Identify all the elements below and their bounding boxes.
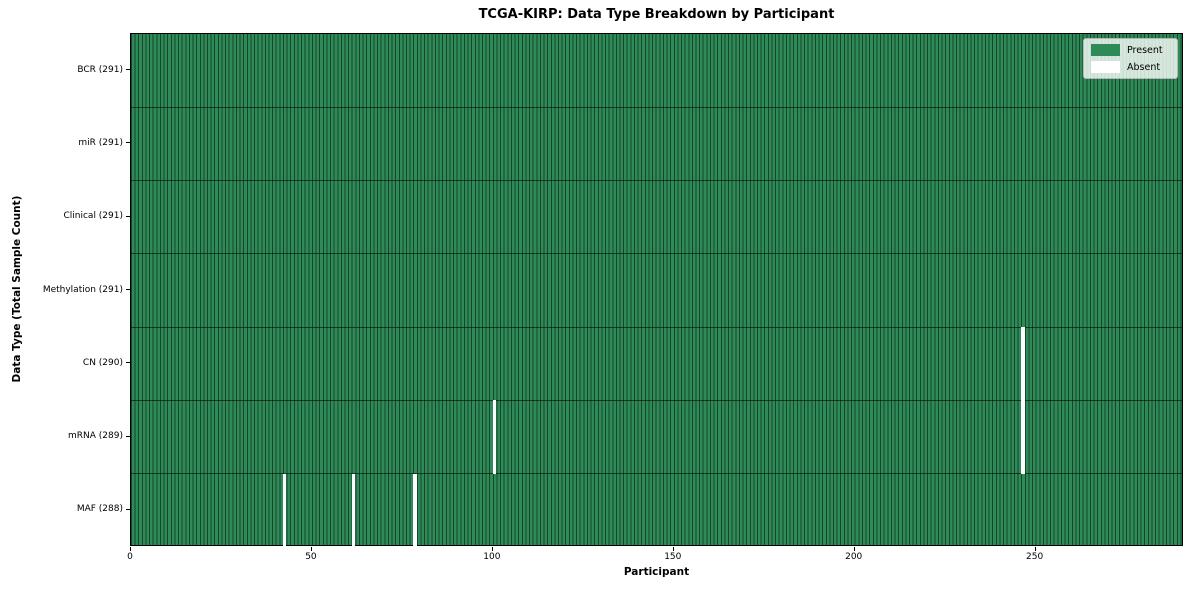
- present-swatch-icon: [1091, 44, 1120, 56]
- y-axis-tick: [126, 362, 130, 364]
- x-axis-tick: [130, 547, 131, 551]
- y-tick-label-miR: miR (291): [78, 137, 123, 148]
- y-tick-label-Clinical: Clinical (291): [63, 211, 123, 222]
- x-axis-tick: [310, 547, 312, 551]
- absent-bar-MAF-61: [351, 473, 356, 547]
- row-separator: [131, 399, 1182, 401]
- plot-area: [130, 33, 1183, 547]
- x-tick-label-150: 150: [664, 552, 682, 562]
- x-tick-label-0: 0: [127, 552, 133, 562]
- legend-entry-absent: Absent: [1091, 61, 1169, 73]
- x-axis-label: Participant: [623, 566, 690, 578]
- absent-bar-mRNA-100: [493, 400, 497, 474]
- y-tick-label-MAF: MAF (288): [76, 504, 123, 515]
- row-separator: [131, 106, 1182, 108]
- x-tick-label-250: 250: [1026, 552, 1044, 562]
- y-tick-label-mRNA: mRNA (289): [68, 431, 123, 442]
- y-axis-tick: [126, 142, 130, 144]
- y-axis-tick: [126, 289, 130, 290]
- x-axis-tick: [1034, 547, 1036, 551]
- absent-bar-CN-246: [1021, 327, 1025, 401]
- legend: Present Absent: [1083, 38, 1178, 79]
- legend-label-absent: Absent: [1127, 61, 1161, 73]
- y-axis-label: Data Type (Total Sample Count): [11, 195, 23, 383]
- y-axis-tick: [126, 215, 130, 217]
- x-tick-label-200: 200: [845, 552, 863, 562]
- y-tick-label-BCR: BCR (291): [77, 64, 123, 75]
- legend-label-present: Present: [1127, 44, 1163, 56]
- chart-title: TCGA-KIRP: Data Type Breakdown by Partic…: [478, 7, 835, 22]
- y-tick-label-Methylation: Methylation (291): [42, 284, 123, 295]
- absent-swatch-icon: [1091, 61, 1120, 73]
- x-axis-tick: [672, 547, 674, 551]
- y-axis-tick: [126, 69, 130, 71]
- x-tick-label-100: 100: [483, 552, 501, 562]
- legend-entry-present: Present: [1091, 44, 1169, 56]
- absent-bar-MAF-42: [283, 473, 287, 547]
- absent-bar-MAF-78: [413, 473, 417, 547]
- row-separator: [131, 473, 1182, 475]
- row-separator: [131, 253, 1182, 255]
- y-axis-tick: [126, 435, 130, 437]
- x-tick-label-50: 50: [305, 552, 317, 562]
- row-separator: [131, 326, 1182, 328]
- absent-bar-mRNA-246: [1021, 400, 1025, 474]
- y-axis-tick: [126, 508, 130, 510]
- x-axis-tick: [491, 547, 493, 551]
- x-axis-tick: [853, 547, 855, 551]
- row-separator: [131, 180, 1182, 182]
- y-tick-label-CN: CN (290): [82, 357, 123, 368]
